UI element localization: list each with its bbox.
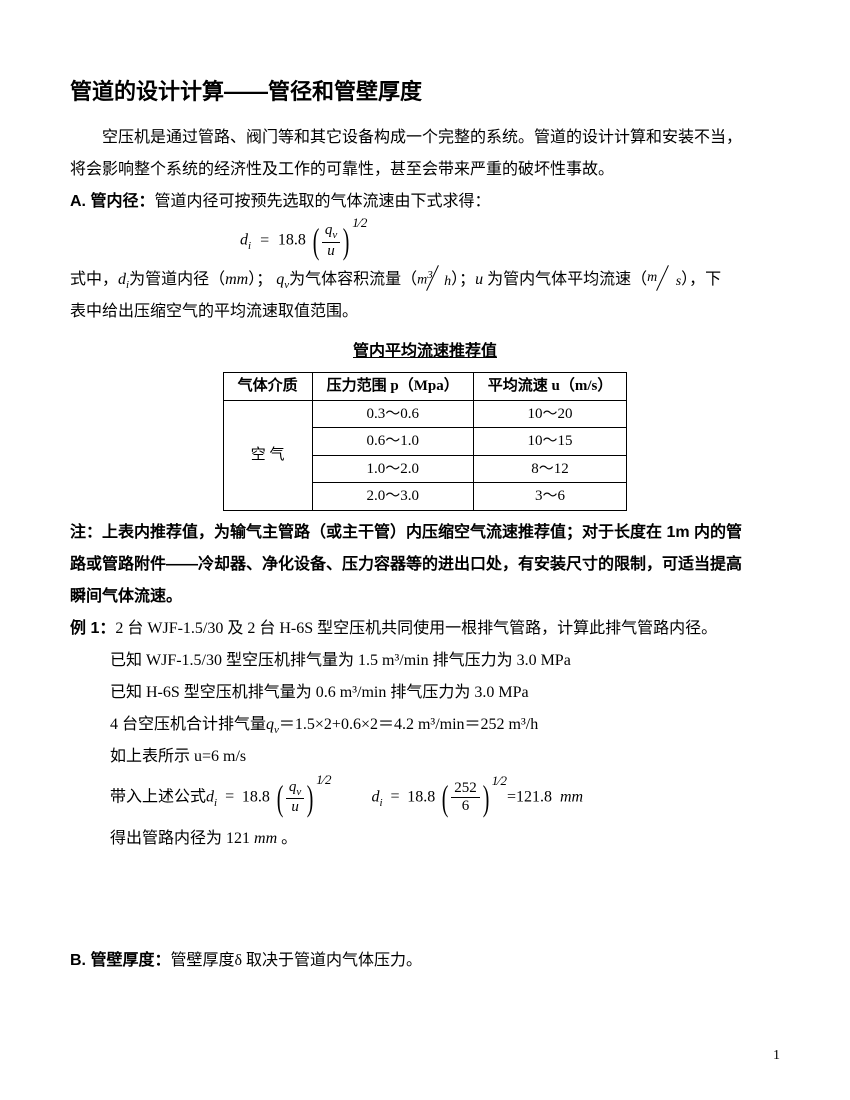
fraction: qv u <box>322 222 340 260</box>
page-number: 1 <box>773 1042 780 1070</box>
intro-line-1: 空压机是通过管路、阀门等和其它设备构成一个完整的系统。管道的设计计算和安装不当， <box>70 122 780 154</box>
example-formula-right: di = 18.8 ( 252 6 )1⁄2 =121.8 mm <box>371 780 583 816</box>
note-line-1: 注：上表内推荐值，为输气主管路（或主干管）内压缩空气流速推荐值；对于长度在 1m… <box>70 517 780 549</box>
unit-ms: ms <box>647 268 681 292</box>
table-header-row: 气体介质 压力范围 p（Mpa） 平均流速 u（m/s） <box>223 373 627 401</box>
example-line-4: 如上表所示 u=6 m/s <box>70 741 780 773</box>
var-d: d <box>240 232 248 249</box>
coef: 18.8 <box>278 232 306 249</box>
th-velocity: 平均流速 u（m/s） <box>473 373 627 401</box>
formula-desc-2: 表中给出压缩空气的平均流速取值范围。 <box>70 296 780 328</box>
var-d-sub: i <box>248 240 251 252</box>
example-line-2: 已知 H-6S 型空压机排气量为 0.6 m³/min 排气压力为 3.0 MP… <box>70 677 780 709</box>
page-title: 管道的设计计算——管径和管壁厚度 <box>70 70 780 114</box>
section-b: B. 管壁厚度：管壁厚度δ 取决于管道内气体压力。 <box>70 945 780 977</box>
section-a-label: A. 管内径： <box>70 193 154 210</box>
section-a: A. 管内径：管道内径可按预先选取的气体流速由下式求得： <box>70 186 780 218</box>
th-pressure: 压力范围 p（Mpa） <box>312 373 473 401</box>
formula-di: di = 18.8 ( qv u )1⁄2 <box>240 222 780 260</box>
table-title: 管内平均流速推荐值 <box>70 336 780 368</box>
th-medium: 气体介质 <box>223 373 312 401</box>
note-line-2: 路或管路附件——冷却器、净化设备、压力容器等的进出口处，有安装尺寸的限制，可适当… <box>70 549 780 581</box>
td-medium: 空 气 <box>223 400 312 510</box>
formula-desc-1: 式中，di为管道内径（mm）； qv为气体容积流量（m3h）；u 为管内气体平均… <box>70 264 780 296</box>
velocity-table: 气体介质 压力范围 p（Mpa） 平均流速 u（m/s） 空 气 0.3～0.6… <box>223 372 628 511</box>
intro-line-2: 将会影响整个系统的经济性及工作的可靠性，甚至会带来严重的破坏性事故。 <box>70 154 780 186</box>
note-line-3: 瞬间气体流速。 <box>70 581 780 613</box>
example-line-1: 已知 WJF-1.5/30 型空压机排气量为 1.5 m³/min 排气压力为 … <box>70 645 780 677</box>
example-formula-row: 带入上述公式 di = 18.8 ( qv u )1⁄2 di = 18.8 (… <box>110 779 780 817</box>
example-label: 例 1： <box>70 620 115 637</box>
table-row: 空 气 0.3～0.6 10～20 <box>223 400 627 428</box>
section-b-text: 管壁厚度δ 取决于管道内气体压力。 <box>170 952 422 969</box>
exponent-half: 1⁄2 <box>352 216 367 229</box>
example-conclusion: 得出管路内径为 121 mm 。 <box>70 823 780 855</box>
example-line-3: 4 台空压机合计排气量qv＝1.5×2+0.6×2＝4.2 m³/min＝252… <box>70 709 780 741</box>
section-a-text: 管道内径可按预先选取的气体流速由下式求得： <box>154 193 490 210</box>
section-b-label: B. 管壁厚度： <box>70 952 170 969</box>
example-1: 例 1：2 台 WJF-1.5/30 及 2 台 H-6S 型空压机共同使用一根… <box>70 613 780 645</box>
unit-m3h: m3h <box>417 268 451 292</box>
example-formula-left: 带入上述公式 di = 18.8 ( qv u )1⁄2 <box>110 779 331 817</box>
